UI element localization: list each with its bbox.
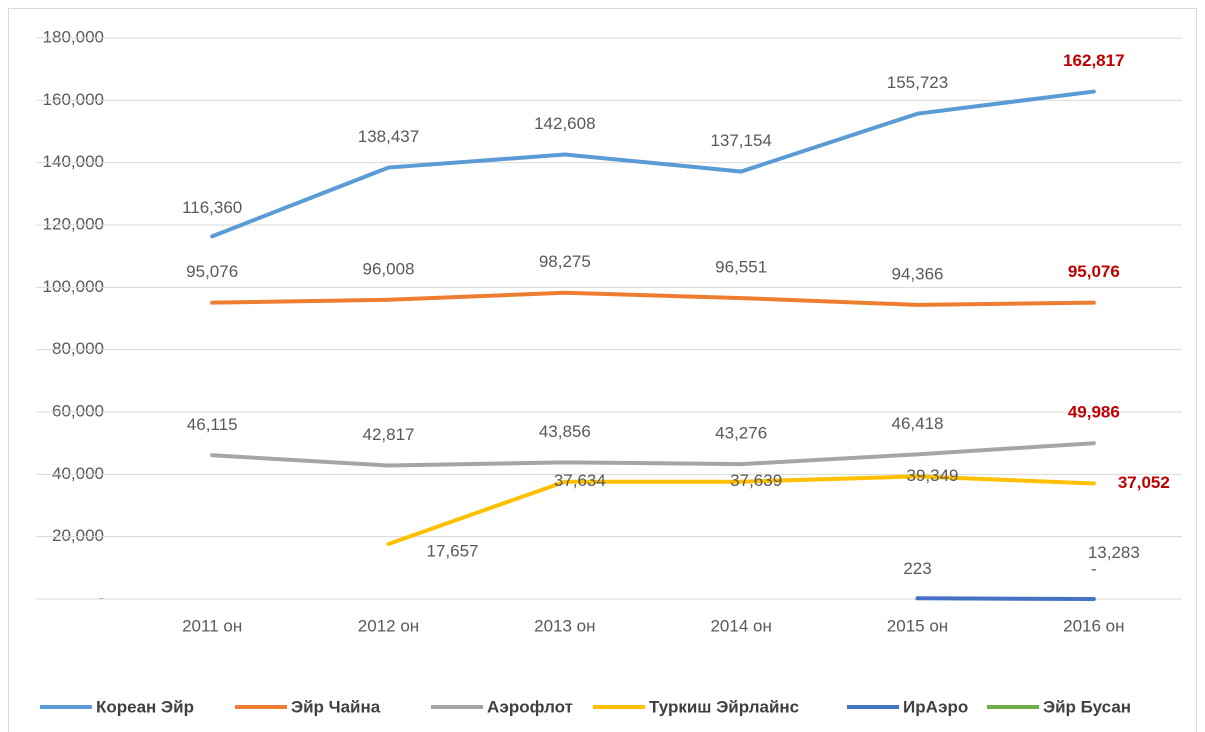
- data-label: 49,986: [1068, 403, 1120, 422]
- data-label: 137,154: [710, 131, 771, 150]
- y-tick-label: 60,000: [52, 401, 104, 420]
- y-tick-label: 80,000: [52, 339, 104, 358]
- data-label: 37,634: [554, 471, 606, 490]
- x-tick-label: 2011 он: [182, 616, 242, 635]
- y-tick-label: 140,000: [43, 152, 104, 171]
- chart-border: [8, 8, 1197, 732]
- y-tick-label: 20,000: [52, 526, 104, 545]
- data-label: 95,076: [1068, 262, 1120, 281]
- data-label: 13,283: [1088, 543, 1140, 562]
- data-label: 94,366: [892, 264, 944, 283]
- data-label: 142,608: [534, 114, 595, 133]
- y-tick-label: 160,000: [43, 90, 104, 109]
- x-tick-label: 2015 он: [887, 616, 948, 635]
- data-label: 43,276: [715, 424, 767, 443]
- y-tick-label: 40,000: [52, 464, 104, 483]
- data-label: -: [1091, 559, 1097, 578]
- legend-label: Аэрофлот: [487, 697, 573, 716]
- y-tick-label: -: [98, 588, 104, 607]
- x-tick-label: 2016 он: [1063, 616, 1124, 635]
- data-label: 138,437: [358, 127, 419, 146]
- legend-label: Эйр Чайна: [291, 697, 381, 716]
- series-line: [915, 596, 1096, 601]
- data-label: 46,418: [892, 414, 944, 433]
- series-line: [210, 290, 1096, 307]
- data-label: 98,275: [539, 252, 591, 271]
- x-tick-label: 2012 он: [358, 616, 419, 635]
- data-label: 96,008: [363, 259, 415, 278]
- data-label: 116,360: [182, 198, 242, 217]
- data-label: 17,657: [427, 541, 479, 560]
- data-label: 162,817: [1063, 51, 1124, 70]
- data-label: 39,349: [907, 466, 959, 485]
- data-label: 42,817: [363, 425, 415, 444]
- data-label: 37,052: [1118, 473, 1170, 492]
- legend-label: ИрАэро: [903, 697, 968, 716]
- series-line: [210, 89, 1096, 239]
- legend-label: Эйр Бусан: [1043, 697, 1131, 716]
- x-tick-label: 2014 он: [710, 616, 771, 635]
- data-label: 223: [903, 559, 931, 578]
- data-label: 43,856: [539, 422, 591, 441]
- legend-label: Кореан Эйр: [96, 697, 194, 716]
- series-line: [386, 474, 1096, 546]
- y-tick-label: 180,000: [43, 27, 104, 46]
- legend-label: Туркиш Эйрлайнс: [649, 697, 799, 716]
- data-label: 96,551: [715, 258, 767, 277]
- data-label: 37,639: [730, 471, 782, 490]
- x-tick-label: 2013 он: [534, 616, 595, 635]
- data-label: 46,115: [187, 415, 238, 434]
- series-line: [210, 441, 1096, 468]
- data-label: 155,723: [887, 73, 948, 92]
- y-tick-label: 120,000: [43, 214, 104, 233]
- data-label: 95,076: [186, 262, 238, 281]
- y-tick-label: 100,000: [43, 277, 104, 296]
